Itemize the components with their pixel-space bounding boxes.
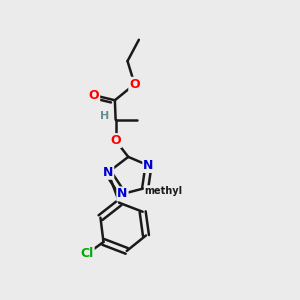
Text: Cl: Cl bbox=[80, 248, 94, 260]
Text: N: N bbox=[117, 188, 128, 200]
Text: O: O bbox=[110, 134, 121, 147]
Text: N: N bbox=[103, 166, 113, 179]
Text: N: N bbox=[143, 159, 154, 172]
Text: methyl: methyl bbox=[145, 186, 183, 196]
Text: H: H bbox=[100, 111, 110, 121]
Text: O: O bbox=[88, 89, 99, 102]
Text: O: O bbox=[129, 78, 140, 91]
